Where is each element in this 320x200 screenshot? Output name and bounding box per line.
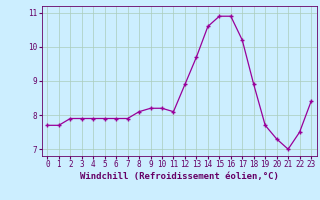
X-axis label: Windchill (Refroidissement éolien,°C): Windchill (Refroidissement éolien,°C)	[80, 172, 279, 181]
